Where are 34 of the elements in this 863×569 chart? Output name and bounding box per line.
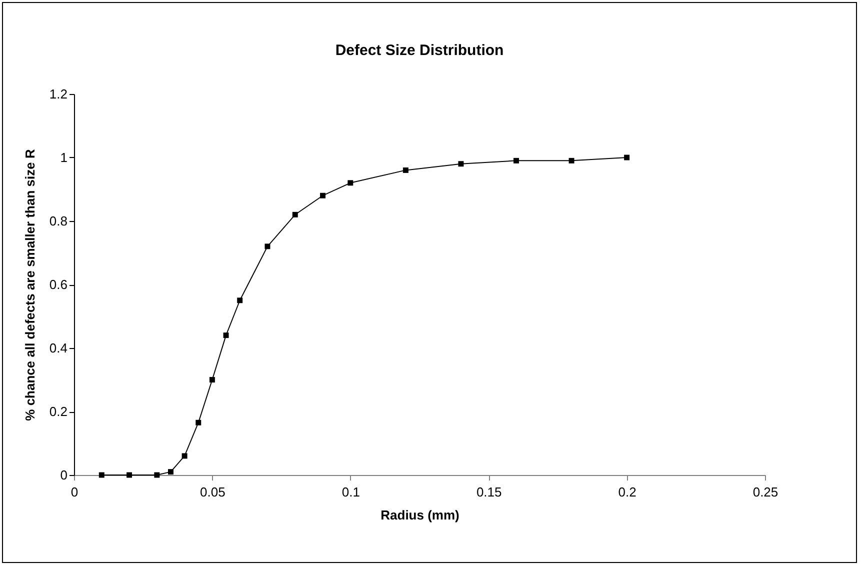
point — [196, 420, 202, 426]
y-tick-label: 0.2 — [49, 404, 68, 419]
point — [624, 154, 630, 160]
point — [320, 192, 326, 198]
point — [348, 180, 354, 186]
chart-title: Defect Size Distribution — [335, 42, 504, 59]
x-tick-label: 0 — [70, 484, 78, 500]
point — [168, 469, 174, 475]
point — [126, 472, 132, 478]
y-tick-label: 0 — [60, 468, 68, 482]
point — [514, 158, 519, 164]
point — [568, 158, 574, 164]
x-axis-title: Radius (mm) — [380, 508, 460, 522]
x-tick-label: 0.05 — [200, 484, 226, 500]
point — [209, 377, 215, 382]
point — [402, 167, 408, 173]
point — [154, 472, 160, 478]
x-tick-label: 0.1 — [342, 484, 360, 500]
point — [223, 332, 229, 338]
point — [458, 161, 464, 167]
y-tick-label: 0.6 — [49, 277, 68, 292]
y-tick-label: 0.8 — [49, 214, 68, 228]
x-tick-label: 0.25 — [752, 484, 778, 500]
x-tick-label: 0.2 — [618, 484, 636, 500]
y-tick-label: 0.4 — [49, 340, 68, 356]
point — [264, 244, 270, 250]
point — [98, 472, 104, 478]
point — [237, 298, 243, 304]
point — [182, 453, 188, 459]
y-axis-title: % chance all defects are smaller than size R — [22, 148, 38, 421]
y-tick-label: 1.2 — [49, 86, 68, 102]
point — [292, 212, 298, 218]
y-tick-label: 1 — [60, 150, 68, 165]
x-tick-label: 0.15 — [476, 484, 502, 500]
